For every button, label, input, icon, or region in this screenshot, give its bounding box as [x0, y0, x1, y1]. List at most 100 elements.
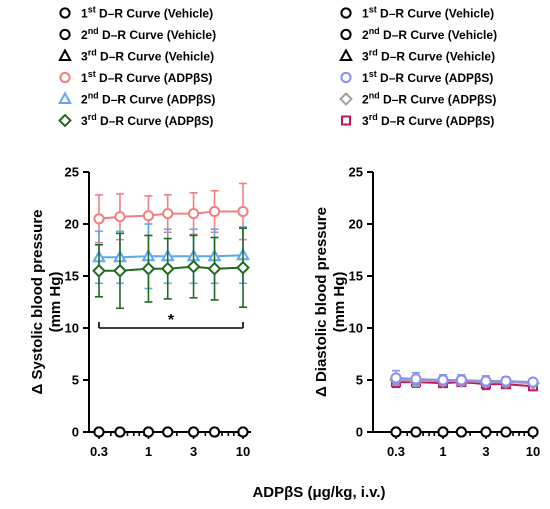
legend-label: 2nd D–R Curve (ADPβS): [362, 91, 496, 107]
legend-marker-triangle-icon: [339, 48, 353, 61]
x-tick-label: 10: [526, 444, 540, 459]
legend-marker-diamond-icon: [339, 92, 353, 106]
data-point: [410, 373, 422, 385]
data-point: [141, 261, 156, 276]
legend-item: 1st D–R Curve (Vehicle): [59, 5, 213, 21]
panel-right: 1st D–R Curve (Vehicle) 2nd D–R Curve (Ve…: [313, 5, 540, 460]
y-axis-label: Δ Diastolic blood pressure: [313, 207, 330, 397]
data-point: [92, 263, 106, 278]
data-point: [208, 205, 221, 218]
data-point: [480, 375, 492, 387]
data-point: [480, 426, 492, 438]
data-point: [500, 375, 512, 387]
data-point: [410, 426, 422, 438]
data-point: [390, 372, 402, 384]
legend-item: 3rd D–R Curve (ADPβS): [341, 112, 494, 128]
legend-marker-diamond-icon: [58, 113, 72, 128]
legend-marker-triangle-icon: [58, 48, 72, 61]
legend-item: 2nd D–R Curve (Vehicle): [59, 26, 216, 42]
y-tick-label: 25: [349, 165, 363, 180]
legend-label: 1st D–R Curve (ADPβS): [362, 69, 493, 85]
y-axis-unit: (mm Hg): [47, 272, 64, 333]
series: [390, 369, 539, 388]
series: [93, 426, 249, 438]
data-point: [113, 263, 127, 278]
data-point: [455, 426, 468, 438]
y-tick-label: 5: [356, 373, 363, 388]
data-point: [142, 426, 155, 438]
legend-label: 3rd D–R Curve (ADPβS): [362, 112, 494, 128]
x-tick-label: 3: [190, 444, 197, 459]
data-point: [93, 426, 105, 438]
legend-item: 1st D–R Curve (Vehicle): [340, 5, 494, 21]
legend-marker-circle-icon: [59, 28, 71, 41]
legend-marker-circle-icon: [59, 7, 71, 19]
data-point: [455, 374, 468, 386]
data-point: [114, 426, 126, 438]
legend-item: 1st D–R Curve (ADPβS): [59, 69, 212, 85]
y-tick-label: 20: [65, 217, 79, 232]
data-point: [162, 426, 174, 438]
data-point: [186, 259, 201, 274]
y-tick-label: 5: [72, 373, 79, 388]
x-tick-label: 0.3: [387, 444, 405, 459]
y-tick-label: 10: [349, 321, 363, 336]
data-point: [527, 426, 539, 438]
legend-item: 3rd D–R Curve (ADPβS): [58, 112, 213, 128]
legend-marker-circle-icon: [59, 71, 71, 84]
data-point: [187, 426, 200, 438]
legend-item: 3rd D–R Curve (Vehicle): [339, 48, 495, 64]
y-tick-label: 15: [65, 269, 79, 284]
x-tick-label: 3: [482, 444, 489, 459]
legend-marker-square-icon: [341, 115, 351, 126]
data-point: [237, 205, 249, 218]
y-tick-label: 15: [349, 269, 363, 284]
y-tick-label: 10: [65, 321, 79, 336]
legend-label: 3rd D–R Curve (Vehicle): [81, 48, 214, 64]
legend-label: 2nd D–R Curve (Vehicle): [362, 26, 497, 42]
legend-label: 2nd D–R Curve (ADPβS): [81, 91, 215, 107]
data-point: [142, 210, 155, 222]
x-tick-label: 1: [439, 444, 446, 459]
legend-label: 1st D–R Curve (ADPβS): [81, 69, 212, 85]
legend-marker-circle-icon: [340, 71, 352, 84]
legend-marker-circle-icon: [340, 7, 352, 19]
data-point: [207, 261, 222, 276]
data-point: [114, 211, 126, 223]
x-tick-label: 0.3: [90, 444, 108, 459]
legend-label: 1st D–R Curve (Vehicle): [362, 5, 494, 21]
data-point: [93, 213, 105, 225]
legend-marker-triangle-icon: [58, 91, 72, 104]
y-tick-label: 25: [65, 165, 79, 180]
x-axis-label: ADPβS (μg/kg, i.v.): [252, 484, 385, 501]
x-tick-label: 10: [236, 444, 250, 459]
series: [390, 426, 539, 438]
legend-label: 3rd D–R Curve (Vehicle): [362, 48, 495, 64]
y-tick-label: 0: [72, 425, 79, 440]
legend-item: 2nd D–R Curve (Vehicle): [340, 26, 497, 42]
data-point: [187, 208, 200, 220]
data-point: [527, 376, 539, 388]
data-point: [162, 208, 174, 220]
panel-left: 1st D–R Curve (Vehicle) 2nd D–R Curve (Ve…: [29, 5, 386, 502]
y-axis-unit: (mm Hg): [331, 272, 348, 333]
data-point: [208, 426, 221, 438]
legend-item: 2nd D–R Curve (ADPβS): [339, 91, 496, 107]
data-point: [437, 374, 449, 386]
legend-marker-circle-icon: [340, 28, 352, 41]
data-point: [437, 426, 449, 438]
y-tick-label: 0: [356, 425, 363, 440]
series: [92, 227, 250, 310]
legend-item: 2nd D–R Curve (ADPβS): [58, 91, 215, 107]
legend-item: 1st D–R Curve (ADPβS): [340, 69, 493, 85]
significance-star: *: [168, 312, 175, 329]
data-point: [390, 426, 402, 438]
data-point: [236, 260, 250, 275]
legend-label: 2nd D–R Curve (Vehicle): [81, 26, 216, 42]
data-point: [160, 261, 175, 276]
legend-label: 1st D–R Curve (Vehicle): [81, 5, 213, 21]
data-point: [237, 426, 249, 438]
data-point: [500, 426, 512, 438]
legend-item: 3rd D–R Curve (Vehicle): [58, 48, 214, 64]
